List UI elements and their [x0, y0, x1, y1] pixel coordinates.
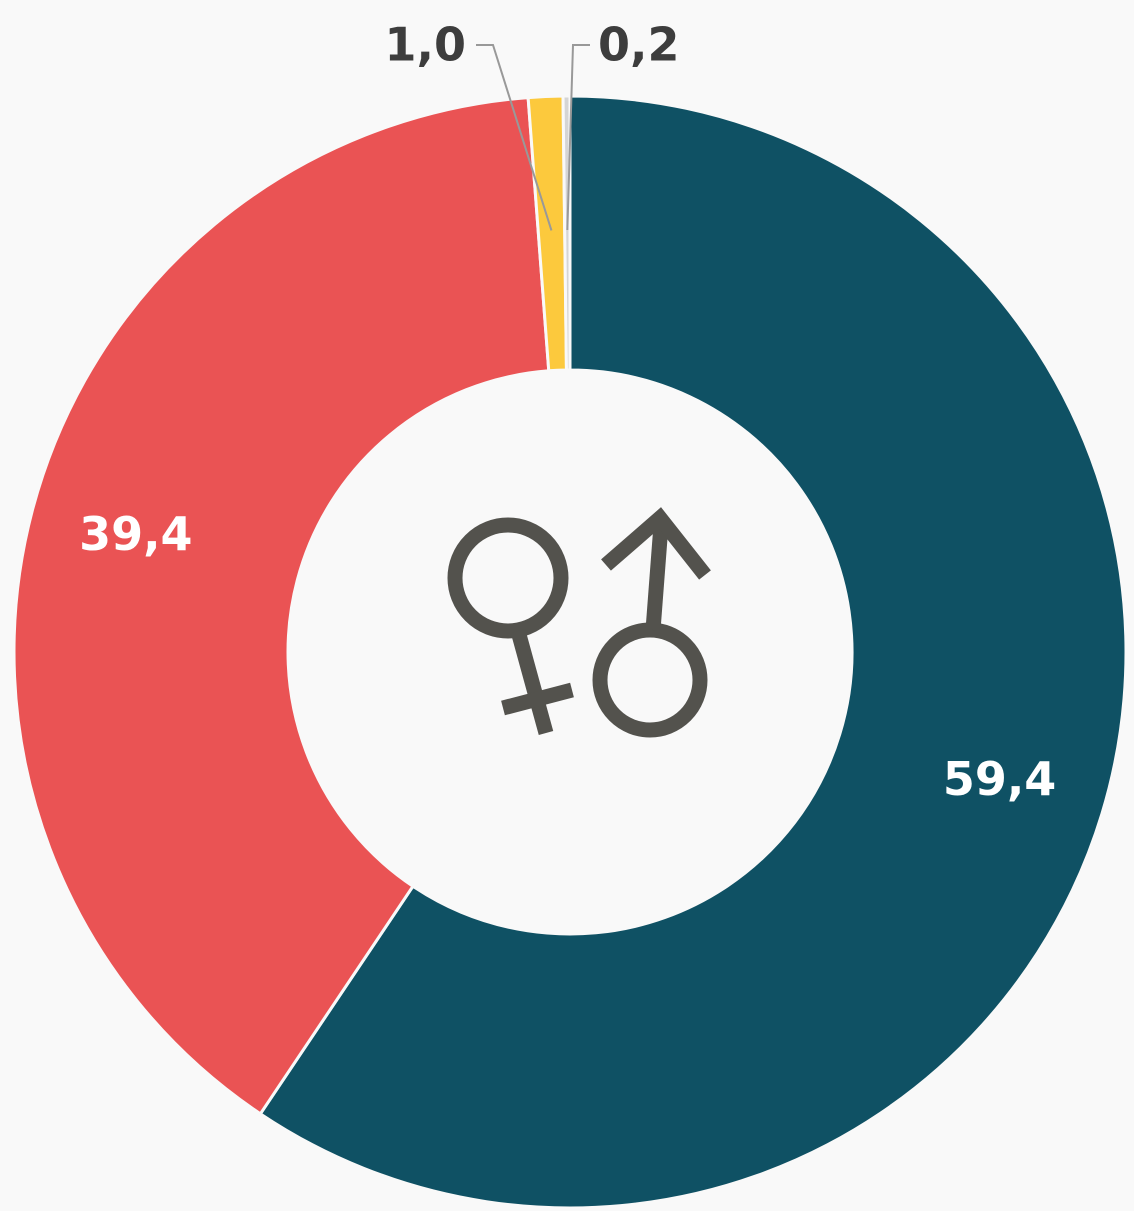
female-circle [447, 517, 569, 639]
slice [561, 94, 572, 372]
labels: 59,4 39,4 1,0 0,2 [79, 18, 1056, 807]
leader-line [566, 44, 590, 231]
female-stem [510, 629, 554, 735]
gender-icon [447, 507, 711, 738]
value-label: 39,4 [79, 507, 193, 561]
leader-line [476, 44, 553, 231]
male-circle [592, 622, 708, 738]
female-cross [501, 682, 574, 716]
male-arrow [601, 507, 711, 580]
slice [258, 94, 1128, 1210]
male-stem [645, 524, 669, 631]
value-label: 59,4 [943, 752, 1057, 806]
slice [12, 95, 551, 1116]
value-label: 1,0 [385, 18, 467, 72]
value-label: 0,2 [598, 18, 680, 72]
slices [12, 94, 1128, 1210]
